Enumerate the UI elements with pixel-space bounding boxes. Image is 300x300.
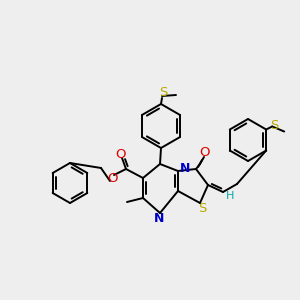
Text: O: O <box>200 146 210 160</box>
Text: N: N <box>154 212 164 224</box>
Text: S: S <box>198 202 206 214</box>
Text: N: N <box>180 161 190 175</box>
Text: S: S <box>270 119 278 132</box>
Text: H: H <box>226 191 234 201</box>
Text: S: S <box>159 86 167 100</box>
Text: O: O <box>115 148 125 160</box>
Text: O: O <box>108 172 118 185</box>
